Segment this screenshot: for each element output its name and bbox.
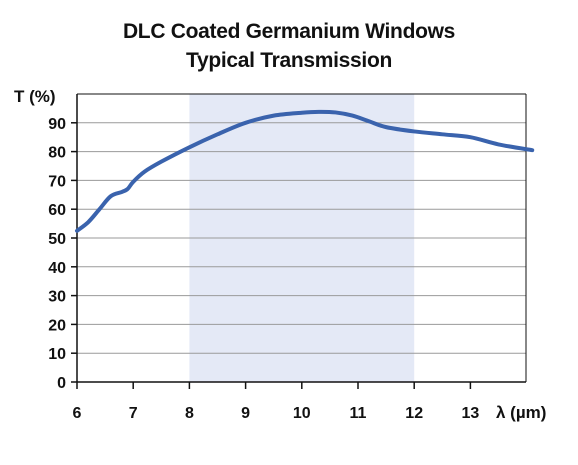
x-tick-label: 12 xyxy=(405,405,423,422)
x-tick-label: 13 xyxy=(462,405,480,422)
x-tick-label: 8 xyxy=(185,405,194,422)
x-tick-label: 10 xyxy=(293,405,311,422)
y-tick-label: 0 xyxy=(57,375,66,392)
y-tick-label: 30 xyxy=(48,289,66,306)
y-tick-label: 20 xyxy=(48,317,66,334)
y-tick-label: 80 xyxy=(48,145,66,162)
y-tick-label: 90 xyxy=(48,116,66,133)
x-tick-label: 6 xyxy=(73,405,82,422)
x-tick-label: 7 xyxy=(129,405,138,422)
chart-title: DLC Coated Germanium Windows xyxy=(122,20,456,43)
transmission-line xyxy=(75,109,535,233)
x-tick-label: 11 xyxy=(350,405,367,422)
chart-subtitle: Typical Transmission xyxy=(185,49,393,72)
y-tick-label: 40 xyxy=(48,260,66,277)
y-tick-label: 70 xyxy=(48,173,66,190)
y-tick-label: 10 xyxy=(48,346,66,363)
x-tick-label: 9 xyxy=(241,405,250,422)
x-axis-label: λ (µm) xyxy=(496,403,546,422)
y-axis-label: T (%) xyxy=(14,87,56,106)
y-tick-label: 60 xyxy=(48,202,66,219)
y-tick-label: 50 xyxy=(48,231,66,248)
